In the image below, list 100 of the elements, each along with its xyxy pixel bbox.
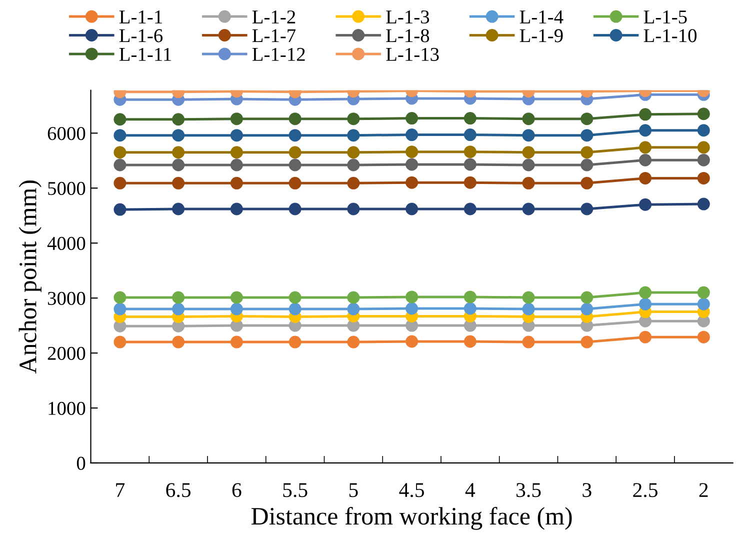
- point: [347, 302, 360, 316]
- legend-label: L-1-1: [119, 10, 162, 24]
- y-tick-label: 1000: [48, 402, 86, 415]
- point: [230, 291, 243, 304]
- point: [288, 176, 302, 190]
- point: [406, 158, 418, 171]
- legend-label: L-1-9: [520, 29, 563, 42]
- x-tick-label: 4.5: [399, 483, 424, 498]
- y-axis-title: Anchor point (mm): [18, 180, 42, 374]
- point: [172, 158, 185, 172]
- point: [697, 286, 710, 299]
- point: [464, 290, 476, 304]
- legend-label: L-1-6: [119, 29, 163, 42]
- x-tick-label: 6: [232, 483, 242, 498]
- point: [114, 302, 126, 316]
- point: [580, 129, 594, 142]
- point: [464, 146, 476, 158]
- point: [522, 176, 535, 190]
- point: [697, 141, 710, 154]
- point: [464, 128, 476, 142]
- point: [114, 158, 126, 172]
- point: [406, 146, 418, 158]
- legend-label: L-1-13: [386, 48, 439, 61]
- legend-label: L-1-3: [386, 10, 430, 24]
- point: [522, 129, 535, 142]
- point: [172, 113, 185, 126]
- point: [288, 112, 302, 126]
- legend-label: L-1-12: [252, 48, 305, 61]
- point: [697, 198, 710, 210]
- point: [697, 298, 710, 310]
- point: [580, 202, 594, 216]
- x-tick-label: 3: [582, 483, 592, 498]
- point: [406, 335, 418, 348]
- y-tick-label: 0: [76, 456, 86, 470]
- point: [347, 146, 360, 159]
- x-tick-label: 4: [465, 483, 476, 497]
- point: [288, 291, 302, 304]
- point: [172, 202, 185, 216]
- legend-label: L-1-7: [252, 29, 296, 42]
- point: [347, 112, 360, 126]
- point: [172, 336, 185, 348]
- point: [639, 108, 652, 121]
- legend-label: L-1-10: [644, 29, 697, 42]
- point: [522, 202, 535, 216]
- point: [580, 112, 594, 126]
- point: [639, 124, 652, 137]
- point: [288, 158, 302, 172]
- point: [114, 336, 126, 348]
- point: [172, 302, 185, 316]
- point: [230, 202, 243, 216]
- point: [230, 158, 243, 172]
- point: [580, 291, 594, 304]
- point: [347, 129, 360, 142]
- point: [230, 129, 243, 142]
- point: [697, 172, 710, 184]
- point: [114, 291, 126, 304]
- x-tick-label: 5.5: [283, 483, 308, 498]
- point: [697, 108, 710, 120]
- point: [522, 336, 535, 348]
- point: [697, 124, 710, 137]
- point: [464, 158, 476, 171]
- point: [522, 302, 535, 316]
- x-tick-label: 2.5: [633, 483, 658, 498]
- point: [347, 176, 360, 190]
- point: [288, 129, 302, 142]
- point: [464, 202, 476, 216]
- point: [464, 112, 476, 125]
- point: [522, 112, 535, 126]
- x-axis-title: Distance from working face (m): [251, 506, 572, 530]
- point: [288, 336, 302, 348]
- point: [580, 336, 594, 348]
- point: [230, 176, 243, 190]
- point: [639, 330, 652, 344]
- y-tick-label: 6000: [48, 126, 86, 140]
- point: [580, 158, 594, 172]
- point: [114, 146, 126, 159]
- x-tick-label: 5: [349, 483, 358, 498]
- x-tick-label: 6.5: [166, 483, 191, 498]
- point: [639, 286, 652, 299]
- point: [230, 146, 243, 159]
- point: [406, 176, 418, 189]
- point: [288, 146, 302, 159]
- point: [172, 129, 185, 142]
- y-tick-label: 5000: [48, 182, 86, 196]
- point: [639, 154, 652, 166]
- point: [406, 112, 418, 125]
- point: [522, 146, 535, 159]
- point: [347, 158, 360, 172]
- point: [114, 176, 126, 190]
- point: [347, 202, 360, 216]
- point: [172, 146, 185, 159]
- point: [580, 146, 594, 159]
- point: [406, 128, 418, 142]
- point: [522, 291, 535, 304]
- point: [522, 158, 535, 172]
- legend-label: L-1-2: [252, 10, 296, 24]
- point: [697, 154, 710, 166]
- point: [172, 176, 185, 190]
- point: [114, 203, 126, 216]
- x-tick-label: 3.5: [516, 483, 541, 498]
